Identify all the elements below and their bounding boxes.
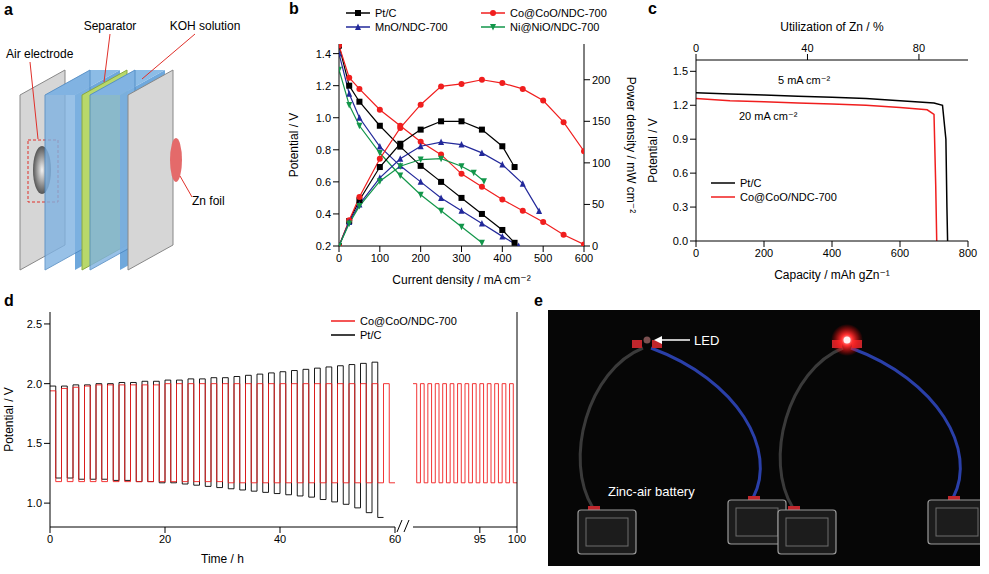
svg-text:Capacity / mAh gZn⁻¹: Capacity / mAh gZn⁻¹ bbox=[774, 268, 890, 282]
svg-text:Power density / mW cm⁻²: Power density / mW cm⁻² bbox=[624, 77, 638, 213]
svg-text:600: 600 bbox=[575, 252, 593, 264]
svg-text:0: 0 bbox=[47, 533, 53, 545]
html-text:Ni@NiO/NDC-700: Ni@NiO/NDC-700 bbox=[510, 21, 600, 33]
svg-text:40: 40 bbox=[801, 42, 813, 54]
svg-text:40: 40 bbox=[274, 533, 286, 545]
html-text:Co@CoO/NDC-700: Co@CoO/NDC-700 bbox=[510, 7, 607, 19]
svg-text:20: 20 bbox=[159, 533, 171, 545]
svg-text:800: 800 bbox=[959, 247, 977, 259]
html-text:20 mA cm⁻²: 20 mA cm⁻² bbox=[739, 110, 798, 122]
svg-text:Time / h: Time / h bbox=[201, 552, 244, 566]
svg-text:0: 0 bbox=[336, 252, 342, 264]
svg-text:1.2: 1.2 bbox=[673, 99, 688, 111]
svg-text:200: 200 bbox=[755, 247, 773, 259]
svg-text:1.4: 1.4 bbox=[316, 48, 331, 60]
html-text:MnO/NDC-700: MnO/NDC-700 bbox=[375, 21, 448, 33]
svg-text:600: 600 bbox=[891, 247, 909, 259]
html-text:b: b bbox=[289, 0, 299, 17]
html-text:Pt/C: Pt/C bbox=[360, 329, 382, 341]
svg-text:100: 100 bbox=[592, 157, 610, 169]
svg-text:0.0: 0.0 bbox=[673, 235, 688, 247]
svg-text:400: 400 bbox=[493, 252, 511, 264]
svg-text:50: 50 bbox=[592, 198, 604, 210]
svg-text:100: 100 bbox=[371, 252, 389, 264]
svg-text:LED: LED bbox=[694, 333, 719, 348]
svg-text:2.5: 2.5 bbox=[27, 318, 42, 330]
svg-text:1.5: 1.5 bbox=[673, 65, 688, 77]
html-text:Co@CoO/NDC-700: Co@CoO/NDC-700 bbox=[360, 315, 457, 327]
svg-text:150: 150 bbox=[592, 115, 610, 127]
svg-text:95: 95 bbox=[474, 533, 486, 545]
svg-text:Utilization of Zn / %: Utilization of Zn / % bbox=[780, 20, 884, 34]
svg-text:200: 200 bbox=[592, 74, 610, 86]
svg-text:1.5: 1.5 bbox=[27, 437, 42, 449]
svg-text:a: a bbox=[4, 1, 13, 18]
svg-text:0.9: 0.9 bbox=[673, 133, 688, 145]
svg-text:0.2: 0.2 bbox=[316, 240, 331, 252]
html-text:5 mA cm⁻²: 5 mA cm⁻² bbox=[778, 74, 831, 86]
svg-text:Separator: Separator bbox=[84, 19, 137, 33]
svg-text:0.6: 0.6 bbox=[673, 167, 688, 179]
svg-text:Potential / V: Potential / V bbox=[287, 113, 301, 178]
svg-text:Current density / mA cm⁻²: Current density / mA cm⁻² bbox=[392, 273, 530, 287]
html-text:Pt/C: Pt/C bbox=[375, 7, 397, 19]
svg-text:500: 500 bbox=[534, 252, 552, 264]
svg-text:0: 0 bbox=[693, 247, 699, 259]
svg-text:1.2: 1.2 bbox=[316, 80, 331, 92]
svg-text:200: 200 bbox=[411, 252, 429, 264]
html-text:d: d bbox=[4, 292, 14, 309]
svg-text:0: 0 bbox=[592, 240, 598, 252]
svg-text:KOH solution: KOH solution bbox=[170, 19, 241, 33]
svg-text:1.0: 1.0 bbox=[316, 112, 331, 124]
html-text:Co@CoO/NDC-700: Co@CoO/NDC-700 bbox=[740, 191, 837, 203]
svg-text:0.8: 0.8 bbox=[316, 144, 331, 156]
svg-text:Zn foil: Zn foil bbox=[192, 194, 225, 208]
svg-text:1.0: 1.0 bbox=[27, 497, 42, 509]
svg-text:60: 60 bbox=[389, 533, 401, 545]
svg-text:400: 400 bbox=[823, 247, 841, 259]
svg-text:2.0: 2.0 bbox=[27, 378, 42, 390]
html-text:Pt/C: Pt/C bbox=[740, 177, 762, 189]
svg-text:80: 80 bbox=[913, 42, 925, 54]
svg-text:0.6: 0.6 bbox=[316, 176, 331, 188]
svg-text:0.4: 0.4 bbox=[316, 208, 331, 220]
html-text:e: e bbox=[534, 292, 543, 309]
svg-text:Air electrode: Air electrode bbox=[6, 47, 74, 61]
svg-text:100: 100 bbox=[508, 533, 526, 545]
svg-text:0.3: 0.3 bbox=[673, 201, 688, 213]
svg-text:Zinc-air battery: Zinc-air battery bbox=[608, 484, 695, 499]
svg-text:0: 0 bbox=[693, 42, 699, 54]
html-text:c: c bbox=[648, 0, 657, 17]
svg-text:Potential / V: Potential / V bbox=[2, 387, 16, 452]
svg-text:300: 300 bbox=[452, 252, 470, 264]
svg-text:Potential / V: Potential / V bbox=[646, 118, 660, 183]
